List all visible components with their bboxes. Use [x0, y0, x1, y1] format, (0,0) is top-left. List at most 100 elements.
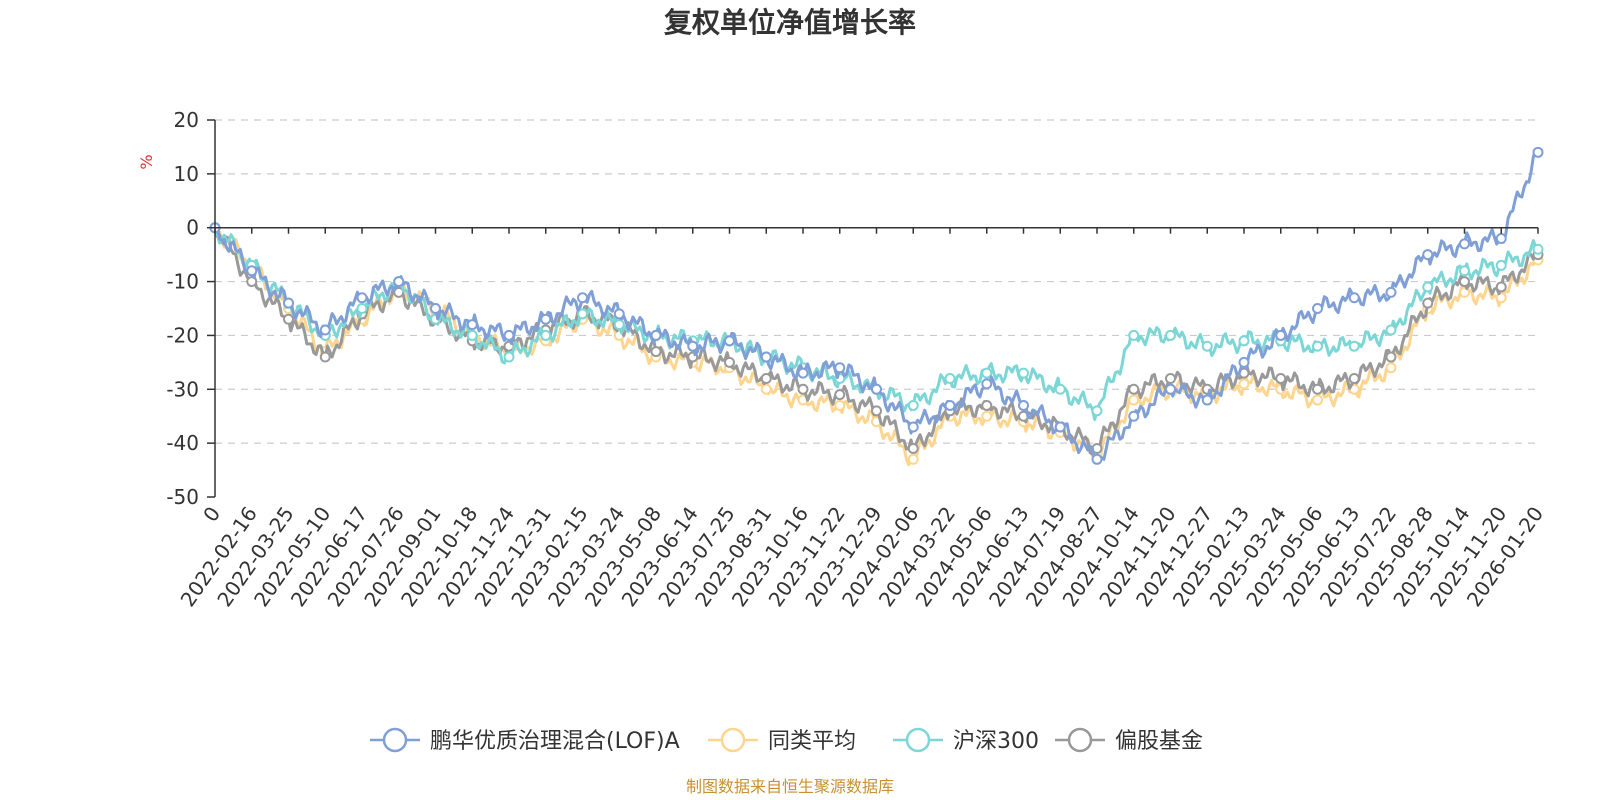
data-point [1459, 265, 1470, 277]
y-tick-label: 0 [186, 216, 199, 240]
data-point [466, 319, 478, 331]
data-point [1495, 259, 1507, 271]
data-point [981, 367, 993, 379]
data-point [797, 383, 809, 395]
data-point [1459, 238, 1470, 250]
y-axis-unit: % [137, 154, 156, 169]
data-point [1128, 410, 1140, 422]
data-point [540, 329, 552, 341]
y-tick-label: -40 [166, 431, 199, 455]
data-point [1054, 421, 1066, 433]
data-point [1532, 146, 1544, 158]
series-layer [209, 146, 1544, 467]
data-point [1091, 405, 1103, 417]
data-point [503, 329, 515, 341]
data-point [1312, 383, 1323, 395]
data-point [356, 292, 368, 304]
data-point [1495, 292, 1507, 304]
legend-circle-icon [1067, 727, 1093, 753]
data-point [1422, 249, 1434, 261]
data-point [356, 303, 368, 314]
data-point [613, 308, 625, 320]
data-point [1238, 378, 1250, 390]
data-point [907, 453, 919, 465]
data-point [1238, 335, 1250, 347]
data-point [1422, 297, 1434, 309]
legend-item-1[interactable]: 同类平均 [708, 727, 856, 754]
data-point [1348, 340, 1360, 352]
y-tick-label: -20 [166, 323, 199, 347]
data-point [871, 405, 882, 417]
data-point [1385, 362, 1397, 374]
data-point [944, 399, 956, 411]
data-point [1165, 329, 1176, 341]
series-1 [209, 222, 1544, 467]
y-tick-label: 10 [174, 162, 199, 186]
legend-circle-icon [720, 727, 746, 753]
data-point [871, 383, 882, 395]
y-tick-label: -10 [166, 270, 199, 294]
legend-item-3[interactable]: 偏股基金 [1055, 727, 1203, 754]
legend: 鹏华优质治理混合(LOF)A 同类平均 沪深300 偏股基金 [370, 727, 1203, 754]
data-point [760, 351, 772, 363]
data-point [760, 383, 772, 395]
source-note: 制图数据来自恒生聚源数据库 [686, 777, 894, 796]
data-point [1054, 383, 1066, 395]
data-point [1459, 276, 1470, 288]
data-point [1459, 286, 1470, 298]
data-point [1128, 383, 1140, 395]
data-point [834, 389, 846, 401]
data-point [834, 362, 846, 374]
y-tick-label: -30 [166, 377, 199, 401]
data-point [246, 276, 258, 288]
data-point [797, 367, 809, 379]
data-point [1201, 394, 1213, 406]
data-point [834, 399, 846, 411]
data-point [1128, 329, 1140, 341]
data-point [1348, 373, 1360, 385]
data-point [1348, 292, 1360, 304]
axes: 20100-10-20-30-40-5002022-02-162022-03-2… [166, 108, 1548, 611]
data-point [393, 276, 405, 288]
data-point [613, 319, 625, 331]
data-point [319, 324, 331, 336]
legend-label: 偏股基金 [1115, 729, 1203, 754]
data-point [944, 373, 956, 385]
data-point [1018, 399, 1029, 411]
data-point [1165, 383, 1176, 395]
legend-circle-icon [382, 727, 408, 753]
data-point [430, 303, 441, 314]
data-point [503, 351, 515, 363]
data-point [981, 410, 993, 422]
data-point [687, 340, 699, 352]
data-point [1128, 394, 1140, 406]
legend-label: 同类平均 [768, 729, 856, 754]
data-point [1385, 286, 1397, 298]
data-point [1385, 324, 1397, 336]
legend-label: 鹏华优质治理混合(LOF)A [430, 729, 680, 754]
data-point [1091, 453, 1103, 465]
data-point [1312, 303, 1323, 314]
data-point [760, 373, 772, 385]
data-point [1275, 329, 1287, 341]
data-point [650, 329, 662, 341]
data-point [1275, 373, 1287, 385]
x-tick-label: 0 [198, 502, 225, 526]
data-point [724, 335, 735, 347]
series-0 [209, 146, 1544, 465]
legend-label: 沪深300 [953, 729, 1039, 754]
legend-item-0[interactable]: 鹏华优质治理混合(LOF)A [370, 727, 680, 754]
data-point [1312, 394, 1323, 406]
data-point [466, 329, 478, 341]
data-point [1238, 356, 1250, 368]
legend-item-2[interactable]: 沪深300 [893, 727, 1039, 754]
data-point [577, 292, 588, 304]
data-point [907, 421, 919, 433]
data-point [1018, 367, 1029, 379]
data-point [1312, 340, 1323, 352]
data-point [246, 265, 258, 277]
data-point [283, 313, 294, 325]
data-point [1495, 232, 1507, 244]
data-point [907, 399, 919, 411]
